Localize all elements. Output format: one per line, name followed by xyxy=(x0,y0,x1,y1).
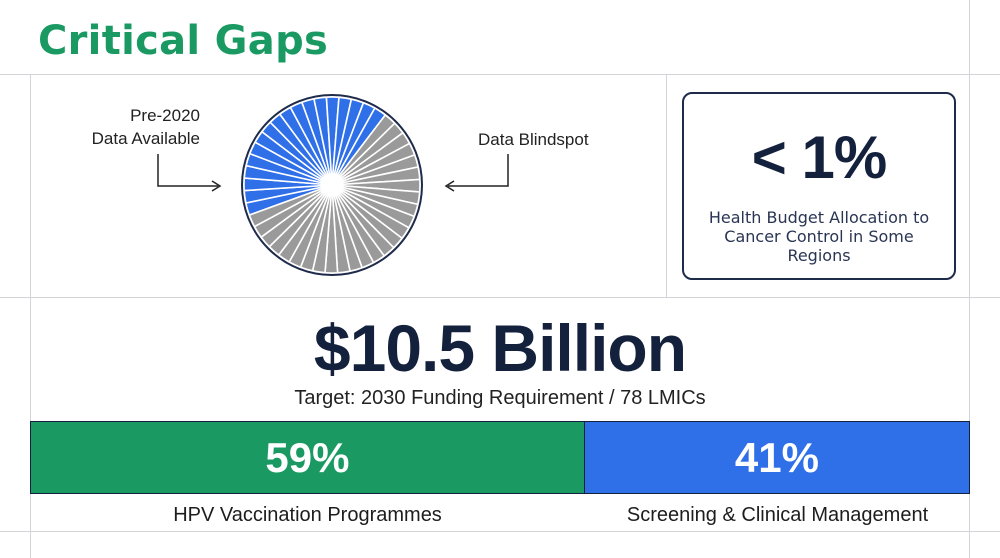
budget-stat-card: < 1% Health Budget Allocation to Cancer … xyxy=(682,92,956,280)
funding-target: Target: 2030 Funding Requirement / 78 LM… xyxy=(294,387,706,409)
funding-amount: $10.5 Billion xyxy=(313,311,687,385)
page-title: Critical Gaps xyxy=(38,18,329,64)
split-label-screening: Screening & Clinical Management xyxy=(626,504,929,526)
divider xyxy=(0,297,1000,298)
split-segment-screening: 41% xyxy=(584,422,969,493)
data-blindspot-label: Data Blindspot xyxy=(478,130,589,149)
pie-outline xyxy=(241,94,423,276)
budget-stat-caption: Health Budget Allocation to Cancer Contr… xyxy=(708,208,930,265)
divider xyxy=(666,74,667,297)
funding-split-bar: 59% 41% xyxy=(30,421,970,494)
divider xyxy=(0,531,1000,532)
divider xyxy=(0,74,1000,75)
split-segment-hpv: 59% xyxy=(31,422,585,493)
divider xyxy=(30,74,31,558)
split-percent-hpv: 59% xyxy=(265,433,350,481)
arrow-left-icon xyxy=(444,154,509,192)
budget-stat-value: < 1% xyxy=(751,124,887,191)
pie-slice-blindspot xyxy=(248,184,333,228)
divider xyxy=(969,0,970,558)
pre-2020-label: Pre-2020 Data Available xyxy=(91,106,200,148)
data-coverage-pie xyxy=(230,92,434,278)
arrow-right-icon xyxy=(157,154,222,192)
pie-center xyxy=(326,179,338,191)
split-percent-screening: 41% xyxy=(734,433,819,481)
split-label-hpv: HPV Vaccination Programmes xyxy=(173,504,442,526)
